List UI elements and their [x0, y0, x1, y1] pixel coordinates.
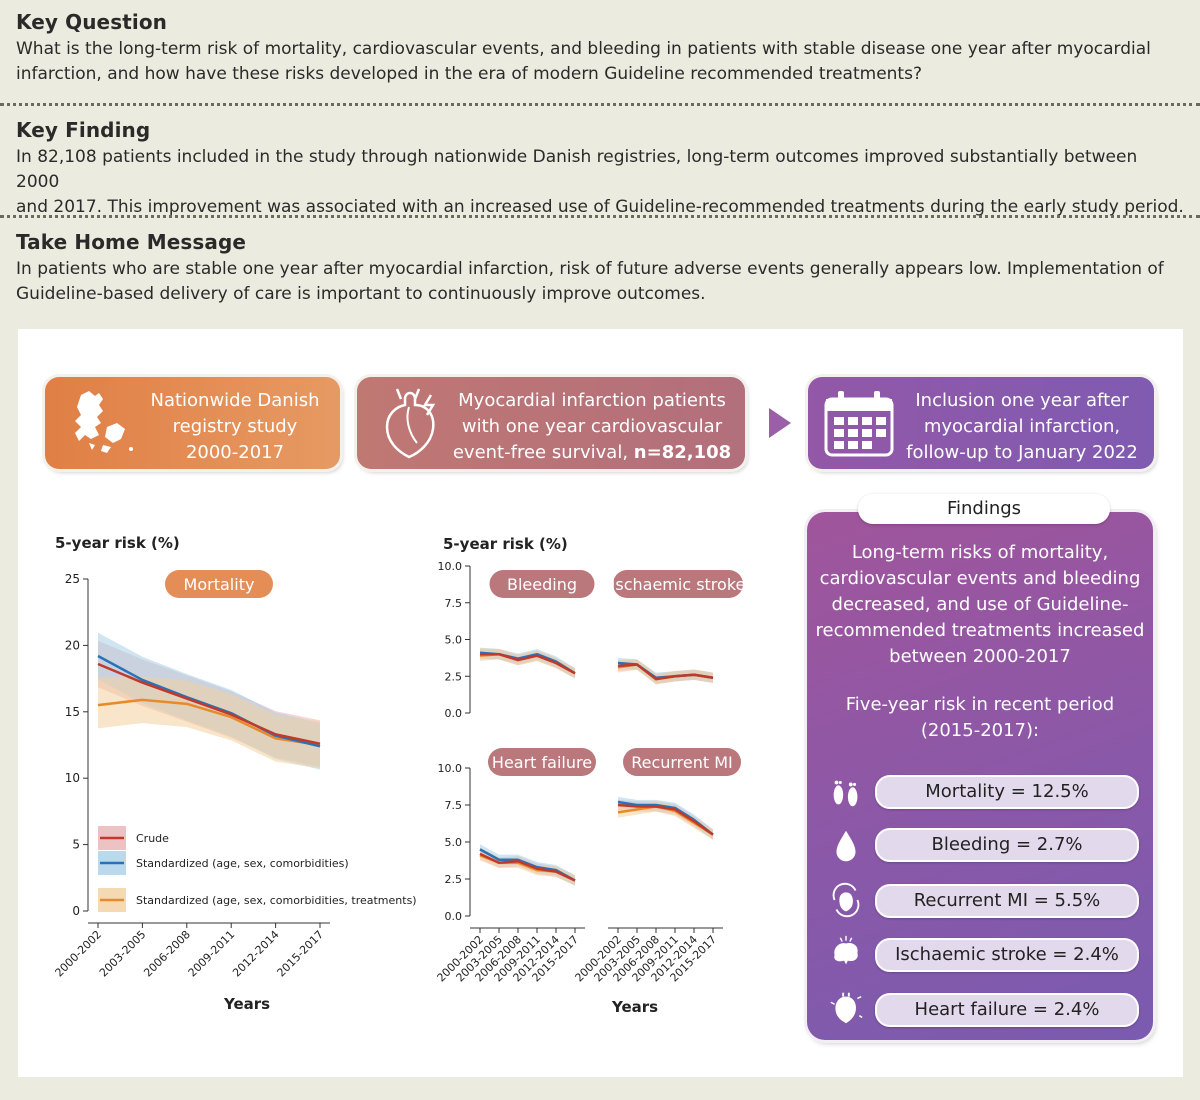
finding-mortality: Mortality = 12.5%	[875, 775, 1139, 809]
findings-text-line: recommended treatments increased	[815, 620, 1145, 641]
legend-label: Standardized (age, sex, comorbidities, t…	[136, 894, 417, 907]
chart-title-pill	[489, 570, 595, 598]
chart-title-pill	[613, 570, 743, 598]
flow-box-inclusion: Inclusion one year after myocardial infa…	[808, 377, 1154, 469]
findings-text-line: decreased, and use of Guideline-	[831, 594, 1129, 615]
y-axis-label: 5-year risk (%)	[55, 534, 180, 552]
series-line	[480, 652, 576, 675]
finding-bleeding: Bleeding = 2.7%	[875, 828, 1139, 862]
series-line	[479, 852, 576, 882]
x-tick-label: 2015-2017	[275, 928, 327, 980]
heart-icon	[830, 992, 863, 1024]
key-finding-line2: and 2017. This improvement was associate…	[16, 197, 1184, 217]
risk-charts: 0 5 10 15 20 25 2000-20022003-20052006-2008200…	[52, 534, 746, 1016]
box1-line3: 2000-2017	[185, 442, 285, 463]
y-tick-label: 5.0	[445, 836, 463, 849]
box1-line2: registry study	[172, 416, 298, 437]
box3-line1: Inclusion one year after	[915, 390, 1129, 411]
take-home-title: Take Home Message	[16, 230, 247, 254]
finding-heart-failure: Heart failure = 2.4%	[875, 993, 1139, 1027]
y-tick-label: 0	[72, 904, 80, 918]
chart-title-pill	[623, 748, 741, 776]
findings-text-line: between 2000-2017	[889, 646, 1071, 667]
legend-label: Crude	[136, 832, 169, 845]
take-home-line2: Guideline-based delivery of care is impo…	[16, 284, 706, 304]
findings-title: Findings	[858, 494, 1110, 524]
chart-title-pill	[488, 748, 596, 776]
key-question-title: Key Question	[16, 10, 168, 34]
key-finding-section: Key Finding In 82,108 patients included …	[16, 118, 1184, 220]
y-tick-label: 10.0	[438, 762, 463, 775]
series-line	[617, 803, 714, 836]
y-axis-label: 5-year risk (%)	[443, 535, 568, 553]
findings-text-line: cardiovascular events and bleeding	[819, 568, 1141, 589]
confidence-band	[618, 659, 713, 685]
confidence-band	[98, 676, 320, 769]
key-question-line1: What is the long-term risk of mortality,…	[16, 39, 1151, 59]
y-tick-label: 7.5	[445, 799, 463, 812]
y-tick-label: 5.0	[445, 634, 463, 647]
finding-ischaemic-stroke: Ischaemic stroke = 2.4%	[875, 938, 1139, 972]
y-tick-label: 5	[72, 838, 80, 852]
box3-line2: myocardial infarction,	[923, 416, 1121, 437]
calendar-icon	[824, 391, 894, 457]
key-finding-title: Key Finding	[16, 118, 151, 142]
key-question-line2: infarction, and how have these risks dev…	[16, 64, 922, 84]
y-tick-label: 20	[65, 638, 80, 652]
x-axis-label: Years	[223, 995, 270, 1013]
y-tick-label: 25	[65, 572, 80, 586]
take-home-line1: In patients who are stable one year afte…	[16, 259, 1164, 279]
divider	[0, 103, 1200, 106]
y-tick-label: 15	[65, 705, 80, 719]
box1-line1: Nationwide Danish	[150, 390, 320, 411]
flow-box-registry: Nationwide Danish registry study 2000-20…	[45, 377, 340, 469]
blood-drop-icon	[836, 830, 856, 862]
chart-title: Recurrent MI	[631, 753, 733, 772]
finding-recurrent-mi: Recurrent MI = 5.5%	[875, 884, 1139, 918]
legend-label: Standardized (age, sex, comorbidities)	[136, 857, 349, 870]
findings-sub-line: (2015-2017):	[920, 720, 1040, 741]
y-tick-label: 7.5	[445, 597, 463, 610]
x-tick-label: 2009-2011	[186, 928, 238, 980]
heart-anatomy-icon	[385, 388, 436, 459]
box2-patient-count: n=82,108	[633, 442, 732, 463]
key-question-section: Key Question What is the long-term risk …	[16, 10, 1184, 87]
findings-sub-line: Five-year risk in recent period	[845, 694, 1115, 715]
box2-line2: with one year cardiovascular	[461, 416, 723, 437]
chart-title: Heart failure	[492, 753, 592, 772]
confidence-band	[618, 801, 713, 840]
series-line	[97, 662, 321, 745]
chart-title: Mortality	[184, 575, 255, 594]
box3-line3: follow-up to January 2022	[906, 442, 1138, 463]
x-tick-label: 2006-2008	[141, 928, 193, 980]
x-tick-label: 2003-2005	[97, 928, 149, 980]
y-tick-label: 10	[65, 771, 80, 785]
series-line	[617, 663, 714, 681]
series-line	[97, 698, 321, 747]
x-tick-label: 2012-2014	[230, 928, 282, 980]
box2-line1: Myocardial infarction patients	[458, 390, 726, 411]
chart-title: Bleeding	[507, 575, 577, 594]
y-tick-label: 10.0	[438, 560, 463, 573]
brain-icon	[834, 935, 858, 965]
y-tick-label: 0.0	[445, 910, 463, 923]
flow-box-patients: Myocardial infarction patients with one …	[357, 377, 745, 469]
findings-text-line: Long-term risks of mortality,	[851, 542, 1109, 563]
key-finding-line1: In 82,108 patients included in the study…	[16, 147, 1138, 192]
denmark-map-icon	[75, 391, 133, 453]
flow-arrow-icon	[769, 408, 791, 438]
divider	[0, 215, 1200, 218]
footprints-icon	[833, 780, 858, 807]
box2-line3: event-free survival,	[452, 442, 634, 463]
y-tick-label: 2.5	[445, 873, 463, 886]
y-tick-label: 0.0	[445, 707, 463, 720]
x-axis-label: Years	[611, 998, 658, 1016]
chart-title: Ischaemic stroke	[611, 575, 746, 594]
chart-title-pill	[165, 570, 273, 598]
y-tick-label: 2.5	[445, 670, 463, 683]
findings-panel: Long-term risks of mortality, cardiovasc…	[807, 512, 1153, 1040]
take-home-section: Take Home Message In patients who are st…	[16, 230, 1184, 307]
recurrent-heart-icon	[832, 882, 860, 918]
x-tick-label: 2000-2002	[53, 928, 105, 980]
